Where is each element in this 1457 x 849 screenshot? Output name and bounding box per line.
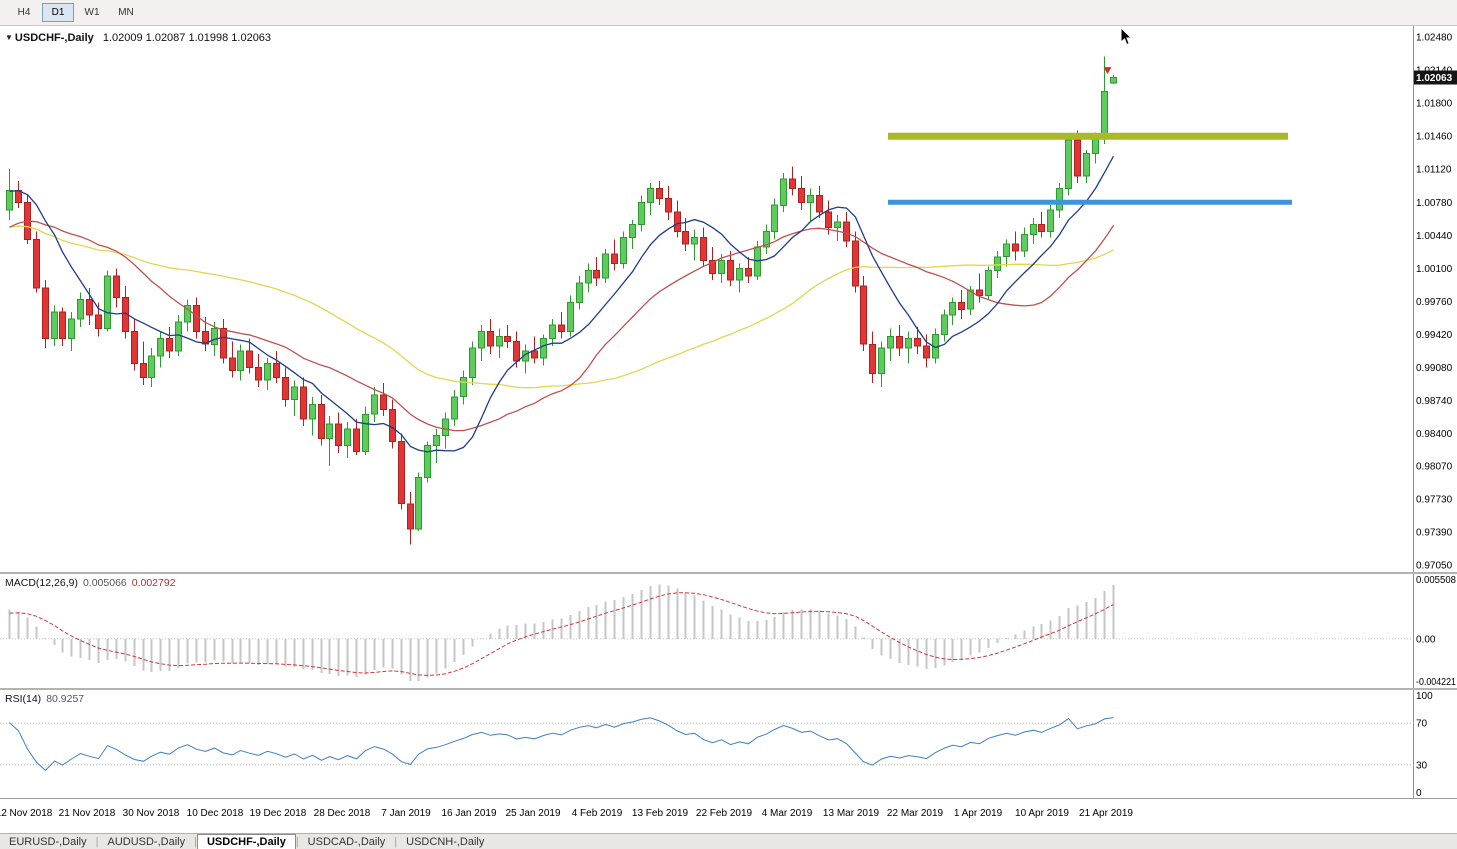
price-tick-label: 1.02480 [1416,33,1453,44]
rsi-tick-label: 0 [1416,788,1422,798]
rsi-panel-canvas[interactable]: 100 70 30 0 [0,690,1457,798]
ma-line-fast [9,155,1115,453]
price-tick-label: 0.99760 [1416,297,1453,308]
rsi-label: RSI(14) 80.9257 [5,693,84,705]
ohlc-values: 1.02009 1.02087 1.01998 1.02063 [102,32,272,44]
date-tick-label: 22 Feb 2019 [695,808,753,819]
main-chart-canvas[interactable]: 1.024801.021401.018001.014601.011201.007… [0,26,1457,572]
date-tick-label: 16 Jan 2019 [441,808,497,819]
date-tick-label: 12 Nov 2018 [0,808,53,819]
candlestick-series [6,56,1117,545]
current-price-tag: 1.02063 [1414,70,1457,85]
date-tick-label: 28 Dec 2018 [313,808,371,819]
rsi-name: RSI(14) [5,693,42,705]
price-tick-label: 0.99080 [1416,363,1453,374]
svg-text:1.02063: 1.02063 [1416,73,1453,84]
ma-line-slow [9,225,1114,389]
tab-separator: | [194,836,197,848]
rsi-tick-label: 100 [1416,691,1433,702]
timeframe-button-h4[interactable]: H4 [17,7,31,18]
ma-line-mid [9,220,1115,432]
price-tick-label: 1.01120 [1416,165,1452,176]
date-tick-label: 13 Mar 2019 [822,808,880,819]
symbol-name: USDCHF-,Daily [14,32,94,44]
tab-usdcad[interactable]: USDCAD-,Daily [307,836,386,848]
moving-averages [9,155,1115,453]
tab-audusd[interactable]: AUDUSD-,Daily [107,836,186,848]
macd-main-value: 0.005066 [82,577,127,589]
tab-separator: | [394,836,398,848]
tab-eurusd[interactable]: EURUSD-,Daily [9,836,87,848]
macd-histogram [8,584,1115,681]
date-tick-label: 10 Dec 2018 [186,808,244,819]
macd-panel-canvas[interactable]: 0.005508 0.00 -0.004221 [0,574,1457,688]
macd-tick-label: 0.00 [1416,634,1436,645]
tab-usdchf[interactable]: USDCHF-,Daily [196,833,296,849]
price-tick-label: 1.01460 [1416,132,1453,143]
tab-separator: | [95,836,99,848]
date-tick-label: 13 Feb 2019 [631,808,689,819]
rsi-tick-label: 70 [1416,719,1428,730]
macd-signal-value: 0.002792 [131,577,176,589]
date-tick-label: 30 Nov 2018 [122,808,180,819]
price-tick-label: 0.98740 [1416,396,1453,407]
timeframe-group: H4 D1 W1 MN [8,3,142,22]
macd-label: MACD(12,26,9) 0.005066 0.002792 [5,577,176,589]
rsi-value: 80.9257 [46,693,85,705]
chart-marker-icon: ▼ [5,33,13,42]
price-tick-label: 0.97390 [1416,528,1453,539]
timeframe-button-w1[interactable]: W1 [84,7,100,18]
date-tick-label: 1 Apr 2019 [953,808,1003,819]
price-arrow-marker [1103,67,1112,75]
panel-separator[interactable] [0,688,1457,690]
macd-signal-line [9,592,1114,676]
date-tick-label: 4 Mar 2019 [761,808,813,819]
toolbar: H4 D1 W1 MN [0,0,1457,26]
tab-usdcnh[interactable]: USDCNH-,Daily [406,836,485,848]
price-tick-label: 0.98070 [1416,461,1453,472]
price-tick-label: 0.99420 [1416,330,1453,341]
price-tick-label: 1.00780 [1416,198,1453,209]
tab-separator: | [295,836,299,848]
price-tick-label: 0.97730 [1416,494,1453,505]
date-tick-label: 22 Mar 2019 [886,808,944,819]
date-axis[interactable]: 12 Nov 2018 21 Nov 2018 30 Nov 2018 10 Dec … [0,798,1457,834]
chart-tab-bar: EURUSD-,Daily | AUDUSD-,Daily | USDCHF-,Dail… [0,833,1457,849]
price-tick-label: 0.98400 [1416,429,1453,440]
date-tick-label: 7 Jan 2019 [381,808,431,819]
timeframe-button-mn[interactable]: MN [118,7,134,18]
timeframe-button-d1[interactable]: D1 [42,3,74,22]
chart-symbol-label: ▼ USDCHF-,Daily 1.02009 1.02087 1.01998 1… [5,32,271,44]
macd-tick-label: 0.005508 [1416,575,1456,586]
macd-tick-label: -0.004221 [1416,677,1456,688]
date-tick-label: 25 Jan 2019 [505,808,561,819]
mouse-cursor-icon [1120,27,1133,46]
panel-separator[interactable] [0,572,1457,574]
date-tick-label: 21 Apr 2019 [1079,808,1133,819]
date-tick-label: 21 Nov 2018 [58,808,116,819]
macd-name: MACD(12,26,9) [5,577,78,589]
date-tick-label: 19 Dec 2018 [249,808,307,819]
rsi-tick-label: 30 [1416,760,1428,771]
price-tick-label: 1.00440 [1416,231,1453,242]
price-tick-label: 1.00100 [1416,264,1453,275]
date-tick-label: 10 Apr 2019 [1015,808,1069,819]
date-tick-label: 4 Feb 2019 [571,808,623,819]
price-tick-label: 1.01800 [1416,99,1453,110]
rsi-line [9,717,1114,772]
price-tick-label: 0.97050 [1416,561,1453,572]
